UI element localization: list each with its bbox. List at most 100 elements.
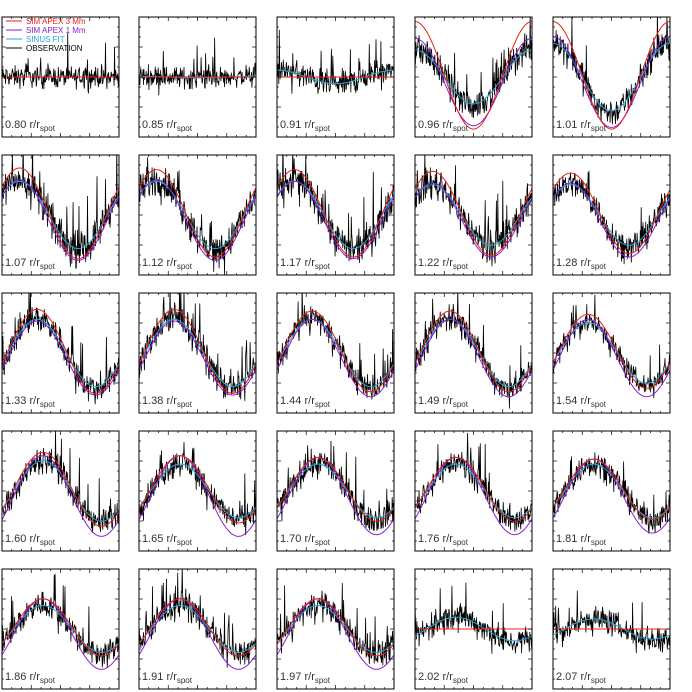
sim-apex-3mm-line [277,169,394,258]
sinus-fit-line [415,184,532,246]
sinus-fit-line [277,318,394,388]
panel-1_49: 1.49 r/rspot [414,292,533,414]
sim-apex-3mm-line [277,456,394,522]
sinus-fit-line [139,318,256,388]
panel-1_07: 1.07 r/rspot [1,154,120,276]
sinus-fit-line [415,49,532,105]
sinus-fit-line [2,180,119,250]
panel-label: 1.28 r/rspot [556,257,607,271]
sim-apex-3mm-line [553,172,670,255]
observation-line [2,573,119,668]
panel-label: 0.91 r/rspot [280,119,331,133]
panel-label: 0.96 r/rspot [418,119,469,133]
panel-label: 1.07 r/rspot [5,257,56,271]
sim-apex-3mm-line [553,458,670,521]
panel-label: 1.60 r/rspot [5,533,56,547]
panel-1_76: 1.76 r/rspot [414,430,533,552]
observation-line [139,157,256,275]
panel-label: 2.02 r/rspot [418,671,469,685]
observation-line [415,293,532,409]
panel-label: 1.12 r/rspot [142,257,193,271]
panel-1_33: 1.33 r/rspot [1,292,120,414]
panel-0_91: 0.91 r/rspot [276,16,395,138]
observation-line [553,452,670,534]
panel-1_38: 1.38 r/rspot [138,292,257,414]
sim-apex-3mm-line [277,310,394,393]
sim-apex-3mm-line [139,169,256,258]
panel-label: 1.97 r/rspot [280,671,331,685]
panel-label: 1.86 r/rspot [5,671,56,685]
observation-line [277,293,394,400]
observation-line [415,155,532,267]
sim-apex-1mm-line [2,320,119,396]
legend-entry: SIM APEX 3 Mm [26,17,86,26]
panel-1_12: 1.12 r/rspot [138,154,257,276]
observation-line [2,431,119,534]
sim-apex-1mm-line [139,320,256,396]
panel-label: 0.80 r/rspot [5,119,56,133]
legend-entry: SINUS FIT [26,35,65,44]
sim-apex-1mm-line [415,182,532,258]
sim-apex-3mm-line [553,313,670,389]
sim-apex-3mm-line [139,455,256,524]
observation-line [277,440,394,531]
sim-apex-1mm-line [553,182,670,258]
sinus-fit-line [553,184,670,246]
sinus-fit-line [415,616,532,642]
sim-apex-1mm-line [2,179,119,261]
sim-apex-3mm-line [415,170,532,256]
sim-apex-1mm-line [139,455,256,537]
legend-entry: OBSERVATION [26,44,83,53]
sim-apex-3mm-line [2,598,119,657]
legend-entry: SIM APEX 1 Mm [26,26,86,35]
panel-1_01: 1.01 r/rspot [552,16,671,138]
panel-label: 1.33 r/rspot [5,395,56,409]
panel-label: 1.01 r/rspot [556,119,607,133]
sim-apex-1mm-line [2,598,119,670]
panel-1_60: 1.60 r/rspot [1,430,120,552]
sim-apex-1mm-line [415,37,532,127]
panel-label: 1.49 r/rspot [418,395,469,409]
sinus-fit-line [553,618,670,640]
panel-label: 1.76 r/rspot [418,533,469,547]
panel-1_65: 1.65 r/rspot [138,430,257,552]
sim-apex-3mm-line [139,308,256,394]
sinus-fit-line [277,69,394,85]
sim-apex-1mm-line [277,456,394,536]
sim-apex-3mm-line [2,451,119,527]
observation-line [2,155,119,269]
sim-apex-1mm-line [277,318,394,398]
observation-line [553,590,670,654]
panel-2_02: 2.02 r/rspot [414,568,533,690]
panel-label: 1.17 r/rspot [280,257,331,271]
panel-0_80: 0.80 r/rspot [1,16,120,138]
panel-0_85: 0.85 r/rspot [138,16,257,138]
panel-label: 2.07 r/rspot [556,671,607,685]
panel-1_70: 1.70 r/rspot [276,430,395,552]
sim-apex-1mm-line [2,455,119,537]
panel-1_86: 1.86 r/rspot [1,568,120,690]
sinus-fit-line [415,318,532,388]
panel-1_91: 1.91 r/rspot [138,568,257,690]
panel-label: 1.81 r/rspot [556,533,607,547]
observation-line [139,37,256,96]
sim-apex-3mm-line [415,21,532,130]
panel-1_28: 1.28 r/rspot [552,154,671,276]
sim-apex-3mm-line [2,167,119,260]
sim-apex-1mm-line [139,598,256,670]
sinus-fit-line [277,463,394,519]
observation-line [415,582,532,654]
sim-apex-1mm-line [139,179,256,261]
observation-line [139,442,256,536]
observation-line [2,32,119,94]
sim-apex-3mm-line [553,21,670,130]
sim-apex-1mm-line [415,318,532,398]
panel-label: 1.38 r/rspot [142,395,193,409]
panel-label: 1.54 r/rspot [556,395,607,409]
observation-line [277,29,394,94]
panel-1_22: 1.22 r/rspot [414,154,533,276]
observation-line [553,17,670,125]
panel-0_96: 0.96 r/rspot [414,16,533,138]
sim-apex-3mm-line [139,598,256,657]
